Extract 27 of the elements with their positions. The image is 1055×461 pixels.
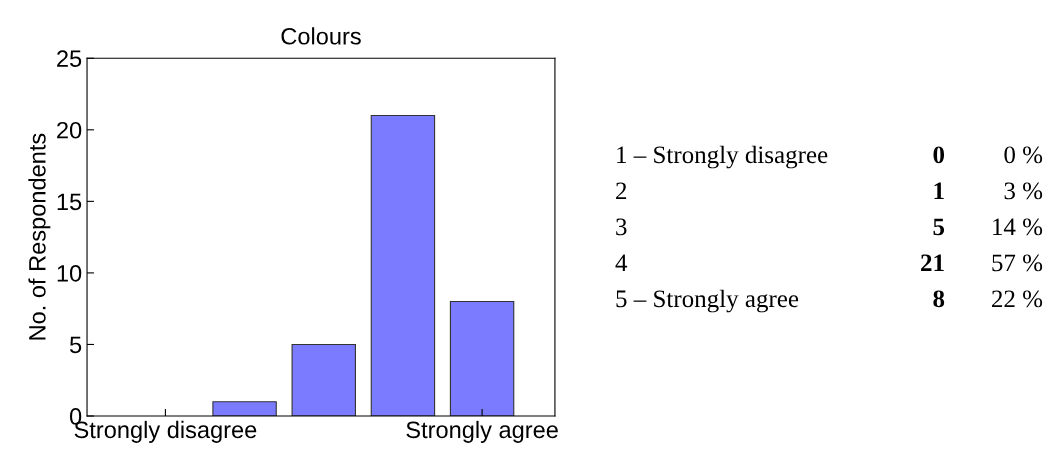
y-tick-label: 10 (57, 264, 82, 282)
bar (370, 114, 436, 417)
text: 1 (934, 182, 944, 200)
text: 14 % (993, 218, 1043, 236)
chart-title: Colours (281, 27, 361, 45)
text: 57 % (992, 254, 1043, 272)
y-tick-label: 15 (57, 193, 82, 211)
x-tick-label: Strongly agree (406, 420, 558, 443)
text: 1 – Strongly disagree (617, 145, 828, 169)
y-tick-label: 5 (69, 336, 82, 354)
text: 2 (616, 182, 627, 200)
text: 22 % (992, 290, 1043, 308)
text: 21 (921, 254, 944, 272)
bar (449, 300, 515, 417)
text: 0 % (1004, 146, 1043, 164)
text: 5 (933, 218, 945, 236)
text: 3 % (1004, 182, 1043, 200)
text: 0 (933, 146, 945, 164)
y-axis-title: No. of Respondents (28, 133, 51, 340)
y-tick-label: 20 (57, 121, 82, 139)
y-tick-label: 25 (57, 50, 82, 68)
bar (212, 401, 277, 417)
text: 3 (616, 218, 627, 236)
text: 5 – Strongly agree (616, 289, 799, 313)
text: 8 (933, 290, 945, 308)
text: 4 (615, 254, 628, 272)
bar (291, 343, 356, 417)
